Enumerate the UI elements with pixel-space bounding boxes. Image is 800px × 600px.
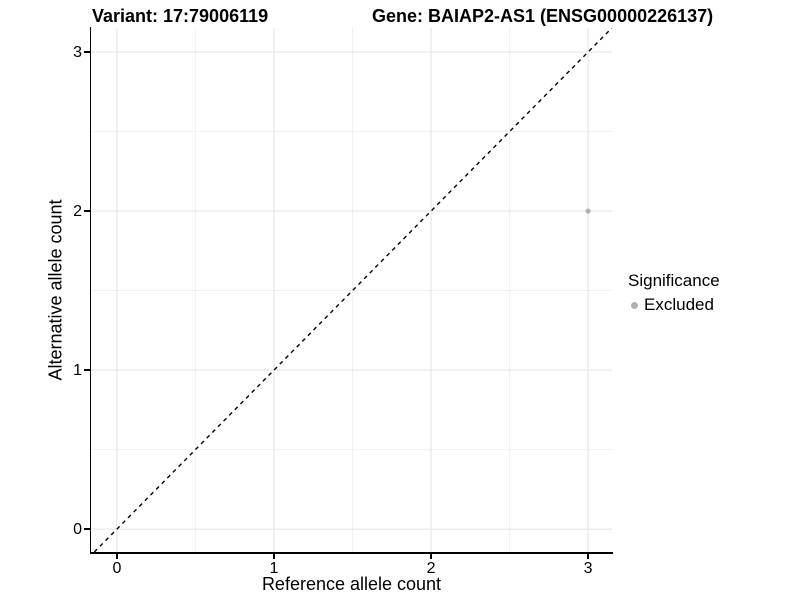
y-tick-label: 3 <box>73 43 82 61</box>
x-tick-mark <box>273 553 275 559</box>
legend: Significance Excluded <box>628 271 720 315</box>
x-axis-title: Reference allele count <box>261 574 442 594</box>
x-tick-mark <box>430 553 432 559</box>
x-tick-label: 2 <box>426 560 436 577</box>
legend-key-dot <box>631 301 638 309</box>
y-axis-title: Alternative allele count <box>45 199 66 381</box>
legend-entry: Excluded <box>628 295 720 315</box>
legend-title: Significance <box>628 271 720 290</box>
y-tick-mark <box>84 51 90 53</box>
plot-title-variant: Variant: 17:79006119 <box>92 6 269 26</box>
x-tick-label: 3 <box>583 560 593 577</box>
y-tick-label: 2 <box>73 202 82 220</box>
x-tick-mark <box>587 553 589 559</box>
x-tick-label: 1 <box>269 560 279 577</box>
y-axis-line <box>89 27 91 554</box>
x-axis-line <box>89 552 613 554</box>
y-tick-label: 1 <box>73 361 82 379</box>
y-tick-mark <box>84 369 90 371</box>
identity-line <box>93 28 612 552</box>
x-tick-mark <box>116 553 118 559</box>
y-tick-label: 0 <box>73 520 82 538</box>
plot-title-gene: Gene: BAIAP2-AS1 (ENSG00000226137) <box>372 6 714 26</box>
plot-panel <box>91 28 612 552</box>
legend-entries: Excluded <box>628 295 720 315</box>
plot-canvas <box>91 28 612 552</box>
legend-entry-label: Excluded <box>644 295 714 314</box>
y-tick-mark <box>84 210 90 212</box>
y-tick-mark <box>84 528 90 530</box>
x-tick-label: 0 <box>112 560 122 577</box>
data-point <box>585 208 591 214</box>
